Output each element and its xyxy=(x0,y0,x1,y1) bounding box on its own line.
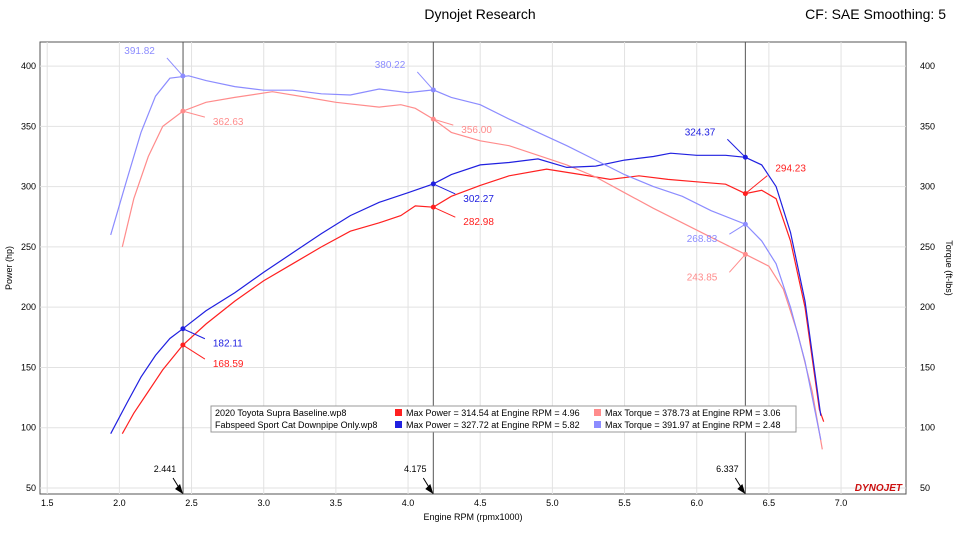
cursor-arrow-head xyxy=(425,484,434,494)
y-tick-label-left: 400 xyxy=(21,61,36,71)
legend-swatch-fabspeed-torque xyxy=(594,421,601,428)
annotation-arrow xyxy=(182,328,206,340)
annotation-arrow xyxy=(182,344,206,360)
annotation-label: 282.98 xyxy=(463,217,494,228)
legend-torque-fabspeed: Max Torque = 391.97 at Engine RPM = 2.48 xyxy=(605,420,780,430)
cursor-arrow-head xyxy=(175,484,184,494)
legend-swatch-baseline-torque xyxy=(594,409,601,416)
annotation-arrow xyxy=(433,118,454,126)
x-tick-label: 1.5 xyxy=(41,498,54,508)
annotation-marker xyxy=(430,116,436,122)
annotation-arrow xyxy=(728,253,746,273)
y-tick-label-left: 250 xyxy=(21,242,36,252)
legend-torque-baseline: Max Torque = 378.73 at Engine RPM = 3.06 xyxy=(605,408,780,418)
x-tick-label: 5.0 xyxy=(546,498,559,508)
annotation-label: 168.59 xyxy=(213,359,244,370)
x-tick-label: 7.0 xyxy=(835,498,848,508)
annotation-arrow xyxy=(729,223,746,235)
annotation-marker xyxy=(180,326,186,332)
series-line-baseline-power xyxy=(121,168,825,434)
legend-swatch-fabspeed-power xyxy=(395,421,402,428)
legend-file-fabspeed: Fabspeed Sport Cat Downpipe Only.wp8 xyxy=(215,420,377,430)
y-axis-left-title: Power (hp) xyxy=(4,246,14,290)
x-tick-label: 2.0 xyxy=(113,498,126,508)
annotation-marker xyxy=(430,181,436,187)
annotation-label: 182.11 xyxy=(213,339,243,350)
x-tick-label: 5.5 xyxy=(618,498,631,508)
annotation-arrow xyxy=(727,138,746,158)
annotation-label: 391.82 xyxy=(124,46,155,57)
legend-box: 2020 Toyota Supra Baseline.wp8 Fabspeed … xyxy=(210,405,797,433)
x-tick-label: 3.0 xyxy=(257,498,270,508)
annotation-label: 268.83 xyxy=(687,234,718,245)
chart-title: Dynojet Research xyxy=(424,6,536,22)
y-tick-label-right: 250 xyxy=(920,242,935,252)
cursor-label: 4.175 xyxy=(404,464,427,474)
y-tick-label-left: 150 xyxy=(21,362,36,372)
annotation-marker xyxy=(430,87,436,93)
value-annotations: 391.82 362.63 380.22 356.00 324.37 294.23 302.… xyxy=(124,46,806,370)
y-axis-right-title: Torque (ft-lbs) xyxy=(944,240,954,296)
annotation-label: 362.63 xyxy=(213,117,244,128)
annotation-label: 294.23 xyxy=(775,164,806,175)
annotation-arrow xyxy=(166,57,184,77)
x-tick-label: 6.5 xyxy=(763,498,776,508)
cursor-label: 2.441 xyxy=(154,464,177,474)
y-tick-label-left: 350 xyxy=(21,121,36,131)
annotation-marker xyxy=(180,73,186,79)
y-tick-label-right: 200 xyxy=(920,302,935,312)
annotation-marker xyxy=(180,108,186,114)
annotation-marker xyxy=(180,342,186,348)
annotation-marker xyxy=(742,251,748,257)
y-tick-label-right: 300 xyxy=(920,182,935,192)
legend-file-baseline: 2020 Toyota Supra Baseline.wp8 xyxy=(215,408,346,418)
x-tick-label: 4.5 xyxy=(474,498,487,508)
legend-power-fabspeed: Max Power = 327.72 at Engine RPM = 5.82 xyxy=(406,420,580,430)
y-tick-label-right: 100 xyxy=(920,423,935,433)
y-tick-label-right: 350 xyxy=(920,121,935,131)
legend-power-baseline: Max Power = 314.54 at Engine RPM = 4.96 xyxy=(406,408,580,418)
annotation-label: 302.27 xyxy=(463,194,494,205)
annotation-marker xyxy=(742,221,748,227)
annotation-arrow xyxy=(182,110,206,118)
annotation-marker xyxy=(742,191,748,197)
cursor-label: 6.337 xyxy=(716,464,739,474)
legend-swatch-baseline-power xyxy=(395,409,402,416)
annotation-arrow xyxy=(745,175,768,194)
annotation-marker xyxy=(742,154,748,160)
x-tick-label: 6.0 xyxy=(690,498,703,508)
annotation-marker xyxy=(430,204,436,210)
annotation-label: 243.85 xyxy=(687,272,718,283)
y-tick-label-right: 150 xyxy=(920,362,935,372)
annotation-arrow xyxy=(433,206,456,218)
y-tick-label-left: 300 xyxy=(21,182,36,192)
x-axis-ticks: 1.5 2.0 2.5 3.0 3.5 4.0 4.5 5.0 5.5 6.0 6.5 7.0 xyxy=(41,498,847,508)
y-tick-label-right: 50 xyxy=(920,483,930,493)
y-tick-label-left: 50 xyxy=(26,483,36,493)
x-axis-title: Engine RPM (rpmx1000) xyxy=(423,512,522,522)
y-axis-ticks: 50 50 100 100 150 150 200 200 250 250 300 300 350 350… xyxy=(21,61,935,493)
series-line-baseline-torque xyxy=(121,91,823,450)
cursor-arrow-head xyxy=(737,484,746,494)
annotation-label: 380.22 xyxy=(375,60,406,71)
dynojet-logo: DYNOJET xyxy=(855,483,903,494)
x-tick-label: 3.5 xyxy=(330,498,343,508)
x-tick-label: 4.0 xyxy=(402,498,415,508)
series-line-fabspeed-power xyxy=(110,152,822,434)
correction-factor-label: CF: SAE Smoothing: 5 xyxy=(805,6,946,22)
y-tick-label-left: 200 xyxy=(21,302,36,312)
annotation-label: 356.00 xyxy=(461,125,492,136)
y-tick-label-right: 400 xyxy=(920,61,935,71)
annotation-label: 324.37 xyxy=(685,127,716,138)
annotation-arrow xyxy=(433,183,456,195)
annotation-arrow xyxy=(416,71,434,91)
y-tick-label-left: 100 xyxy=(21,423,36,433)
x-tick-label: 2.5 xyxy=(185,498,198,508)
